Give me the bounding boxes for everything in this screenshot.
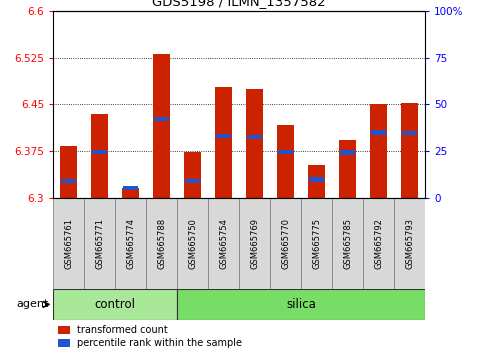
Text: GSM665775: GSM665775	[312, 218, 321, 269]
Text: GSM665770: GSM665770	[281, 218, 290, 269]
Text: GSM665788: GSM665788	[157, 218, 166, 269]
Bar	[340, 150, 355, 155]
Bar	[146, 198, 177, 289]
Bar	[61, 178, 76, 183]
Bar	[53, 289, 177, 320]
Text: agent: agent	[16, 299, 48, 309]
Bar	[60, 146, 77, 198]
Bar	[184, 152, 201, 198]
Bar	[247, 135, 262, 139]
Bar	[208, 198, 239, 289]
Bar	[394, 198, 425, 289]
Bar	[185, 178, 200, 183]
Bar	[177, 198, 208, 289]
Bar	[215, 87, 232, 198]
Legend: transformed count, percentile rank within the sample: transformed count, percentile rank withi…	[58, 325, 242, 348]
Bar	[177, 289, 425, 320]
Bar	[309, 177, 324, 182]
Text: GSM665774: GSM665774	[126, 218, 135, 269]
Text: GSM665761: GSM665761	[64, 218, 73, 269]
Bar	[402, 131, 417, 135]
Title: GDS5198 / ILMN_1357582: GDS5198 / ILMN_1357582	[152, 0, 326, 8]
Text: GSM665750: GSM665750	[188, 218, 197, 269]
Bar	[122, 188, 139, 198]
Bar	[363, 198, 394, 289]
Bar	[278, 150, 293, 154]
Bar	[91, 114, 108, 198]
Bar	[92, 150, 107, 154]
Text: GSM665754: GSM665754	[219, 218, 228, 269]
Bar	[115, 198, 146, 289]
Bar	[216, 133, 231, 138]
Text: GSM665793: GSM665793	[405, 218, 414, 269]
Bar	[154, 116, 169, 121]
Bar	[239, 198, 270, 289]
Bar	[53, 198, 84, 289]
Text: GSM665771: GSM665771	[95, 218, 104, 269]
Text: control: control	[95, 298, 136, 311]
Bar	[332, 198, 363, 289]
Bar	[370, 104, 387, 198]
Bar	[123, 186, 138, 190]
Text: GSM665792: GSM665792	[374, 218, 383, 269]
Bar	[339, 140, 356, 198]
Text: GSM665769: GSM665769	[250, 218, 259, 269]
Bar	[301, 198, 332, 289]
Bar	[371, 130, 386, 135]
Text: GSM665785: GSM665785	[343, 218, 352, 269]
Bar	[277, 125, 294, 198]
Bar	[84, 198, 115, 289]
Bar	[153, 55, 170, 198]
Bar	[270, 198, 301, 289]
Text: silica: silica	[286, 298, 316, 311]
Bar	[246, 89, 263, 198]
Bar	[401, 103, 418, 198]
Bar	[308, 165, 325, 198]
